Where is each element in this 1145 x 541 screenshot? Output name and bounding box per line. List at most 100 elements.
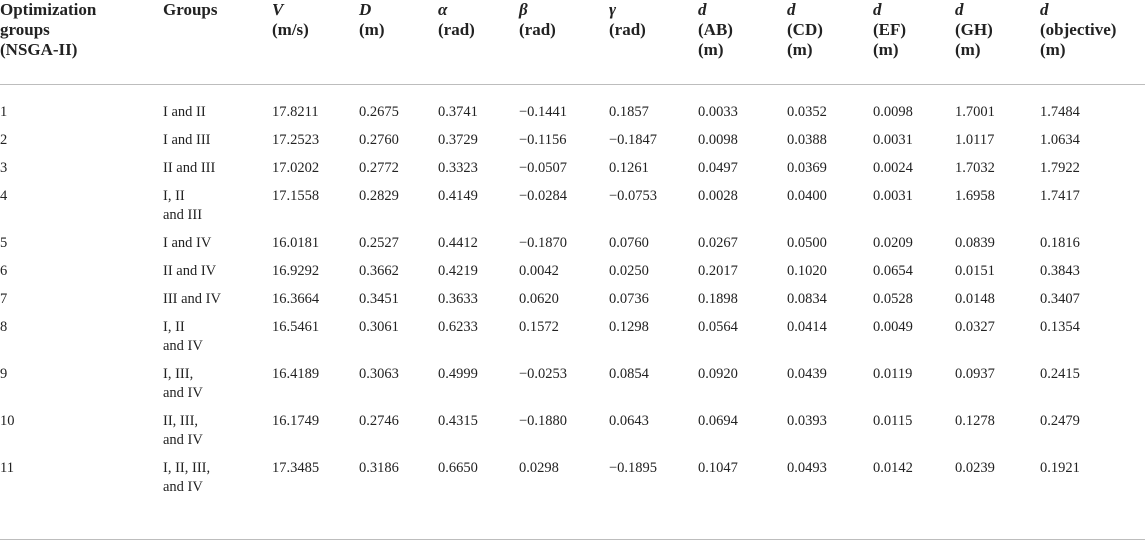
- header-d-cd-line3: (m): [787, 40, 813, 59]
- cell-groups-line1: I, II: [163, 319, 185, 335]
- cell-d-ef: 0.0119: [873, 366, 913, 382]
- cell-v: 16.4189: [272, 366, 320, 382]
- cell-alpha: 0.3323: [438, 160, 478, 176]
- cell-groups-line1: II and IV: [163, 263, 217, 279]
- cell-beta: −0.0284: [519, 188, 568, 204]
- header-rule: [0, 84, 1145, 85]
- cell-opt-group: 5: [0, 235, 8, 251]
- header-gamma-line2: (rad): [609, 20, 646, 39]
- cell-alpha: 0.4412: [438, 235, 478, 251]
- cell-d-cd: 0.0493: [787, 460, 827, 476]
- cell-v: 17.2523: [272, 132, 320, 148]
- cell-groups: I and III: [163, 131, 272, 159]
- header-d-ab-line1: d: [698, 0, 707, 19]
- cell-d-ab: 0.0267: [698, 235, 738, 251]
- cell-d-objective: 1.7922: [1040, 160, 1080, 176]
- header-d-gh-line3: (m): [955, 40, 981, 59]
- header-d-objective-line1: d: [1040, 0, 1049, 19]
- table-row: 3 II and III 17.0202 0.2772 0.3323 −0.0507 0.1…: [0, 159, 1145, 187]
- cell-d-ef: 0.0654: [873, 263, 913, 279]
- cell-d-objective: 0.2415: [1040, 366, 1080, 382]
- table-row: 10 II, III, and IV 16.1749 0.2746 0.4315 −0.18…: [0, 412, 1145, 459]
- cell-d: 0.3063: [359, 366, 399, 382]
- cell-v: 17.3485: [272, 460, 320, 476]
- cell-groups-line1: II and III: [163, 160, 216, 176]
- header-v-line2: (m/s): [272, 20, 309, 39]
- cell-v: 16.1749: [272, 413, 320, 429]
- cell-v: 17.1558: [272, 188, 320, 204]
- header-opt-group-line3: (NSGA-II): [0, 40, 78, 59]
- cell-d-ef: 0.0031: [873, 188, 913, 204]
- cell-d-ab: 0.1047: [698, 460, 738, 476]
- table-row: 5 I and IV 16.0181 0.2527 0.4412 −0.1870 0.076…: [0, 234, 1145, 262]
- cell-d-objective: 1.7484: [1040, 104, 1080, 120]
- cell-d-gh: 0.0839: [955, 235, 995, 251]
- cell-beta: 0.0042: [519, 263, 559, 279]
- cell-v: 17.0202: [272, 160, 320, 176]
- cell-d-ab: 0.1898: [698, 291, 738, 307]
- cell-d: 0.2746: [359, 413, 399, 429]
- header-d-ab: d (AB) (m): [698, 0, 787, 84]
- cell-d-gh: 0.0151: [955, 263, 995, 279]
- cell-alpha: 0.4149: [438, 188, 478, 204]
- cell-d-gh: 0.1278: [955, 413, 995, 429]
- header-d-ef-line3: (m): [873, 40, 899, 59]
- optimization-results-table: Optimization groups (NSGA-II) Groups V (m/s) D…: [0, 0, 1145, 506]
- cell-d-gh: 1.7001: [955, 104, 995, 120]
- cell-d-ab: 0.0028: [698, 188, 738, 204]
- table-row: 11 I, II, III, and IV 17.3485 0.3186 0.6650 0.…: [0, 459, 1145, 506]
- cell-d-gh: 1.0117: [955, 132, 995, 148]
- cell-d-ab: 0.0920: [698, 366, 738, 382]
- cell-gamma: 0.0643: [609, 413, 649, 429]
- cell-groups-line2: and IV: [163, 338, 203, 354]
- cell-groups: I, II and IV: [163, 318, 272, 365]
- cell-d-ab: 0.0694: [698, 413, 738, 429]
- cell-groups-line2: and III: [163, 207, 203, 223]
- header-v-line1: V: [272, 0, 284, 19]
- cell-d-objective: 0.1816: [1040, 235, 1080, 251]
- cell-groups: III and IV: [163, 290, 272, 318]
- cell-d-cd: 0.0834: [787, 291, 827, 307]
- header-d-ab-line3: (m): [698, 40, 724, 59]
- cell-groups-line2: and IV: [163, 479, 203, 495]
- header-d-gh: d (GH) (m): [955, 0, 1040, 84]
- header-d-line2: (m): [359, 20, 385, 39]
- header-d-cd-line2: (CD): [787, 20, 823, 39]
- cell-groups: I, II, III, and IV: [163, 459, 272, 506]
- cell-gamma: 0.0760: [609, 235, 649, 251]
- cell-alpha: 0.4219: [438, 263, 478, 279]
- cell-d: 0.2829: [359, 188, 399, 204]
- header-d: D (m): [359, 0, 438, 84]
- cell-groups: I and IV: [163, 234, 272, 262]
- cell-d-cd: 0.0400: [787, 188, 827, 204]
- cell-d-ef: 0.0142: [873, 460, 913, 476]
- cell-groups-line1: I and III: [163, 132, 211, 148]
- cell-groups-line1: I and II: [163, 104, 206, 120]
- cell-opt-group: 1: [0, 104, 8, 120]
- cell-d-ab: 0.0564: [698, 319, 738, 335]
- cell-d-gh: 1.6958: [955, 188, 995, 204]
- header-d-ab-line2: (AB): [698, 20, 733, 39]
- cell-groups-line1: I, III,: [163, 366, 194, 382]
- cell-d: 0.3451: [359, 291, 399, 307]
- cell-groups-line1: I, II, III,: [163, 460, 211, 476]
- cell-alpha: 0.3741: [438, 104, 478, 120]
- header-opt-group-line2: groups: [0, 20, 50, 39]
- cell-d-gh: 0.0327: [955, 319, 995, 335]
- cell-opt-group: 9: [0, 366, 8, 382]
- header-gamma-line1: γ: [609, 0, 617, 19]
- cell-gamma: −0.1895: [609, 460, 658, 476]
- cell-gamma: 0.0854: [609, 366, 649, 382]
- cell-d: 0.2772: [359, 160, 399, 176]
- table-row: 9 I, III, and IV 16.4189 0.3063 0.4999 −0.0253…: [0, 365, 1145, 412]
- cell-groups: II and III: [163, 159, 272, 187]
- cell-gamma: 0.1298: [609, 319, 649, 335]
- header-d-line1: D: [359, 0, 372, 19]
- cell-beta: 0.0298: [519, 460, 559, 476]
- cell-v: 17.8211: [272, 104, 319, 120]
- cell-beta: 0.0620: [519, 291, 559, 307]
- cell-gamma: 0.0736: [609, 291, 649, 307]
- header-groups-line1: Groups: [163, 0, 218, 19]
- header-d-ef: d (EF) (m): [873, 0, 955, 84]
- cell-d-gh: 0.0239: [955, 460, 995, 476]
